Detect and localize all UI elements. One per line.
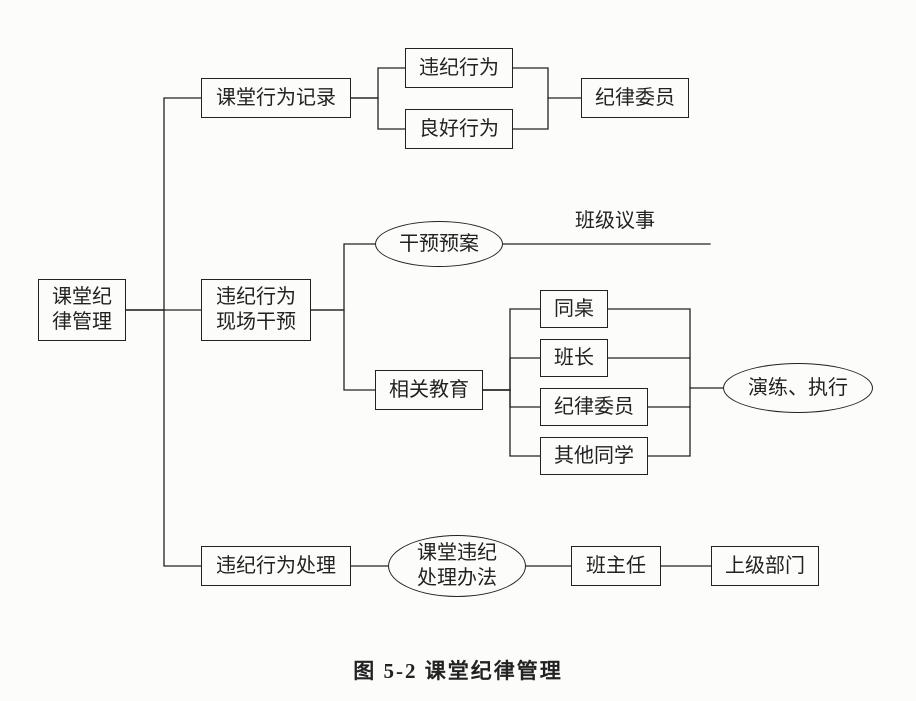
node-b2b3: 纪律委员 — [540, 388, 648, 426]
edge — [483, 358, 540, 390]
edge — [513, 68, 581, 98]
node-b3c: 上级部门 — [711, 546, 819, 586]
node-b1a: 违纪行为 — [405, 48, 513, 88]
node-b2b4: 其他同学 — [540, 437, 648, 475]
edge — [311, 244, 375, 310]
node-b3a: 课堂违纪 处理办法 — [388, 535, 526, 597]
node-b2b2: 班长 — [540, 339, 608, 377]
edge — [608, 309, 723, 388]
edge — [483, 309, 540, 390]
node-b1b: 良好行为 — [405, 109, 513, 149]
edge — [648, 388, 690, 456]
node-b3: 违纪行为处理 — [201, 546, 351, 586]
edge — [483, 390, 540, 407]
edge — [126, 98, 201, 310]
node-b1c: 纪律委员 — [581, 78, 689, 118]
node-b1: 课堂行为记录 — [201, 78, 351, 118]
node-b2b1: 同桌 — [540, 290, 608, 328]
figure-caption: 图 5-2 课堂纪律管理 — [0, 655, 916, 685]
node-b2c: 演练、执行 — [723, 363, 873, 413]
node-root: 课堂纪 律管理 — [38, 279, 126, 341]
edge — [351, 68, 405, 98]
edge — [126, 310, 201, 566]
edge — [513, 98, 548, 129]
edge — [483, 390, 540, 456]
diagram-canvas: 图 5-2 课堂纪律管理 课堂纪 律管理课堂行为记录违纪行为良好行为纪律委员违纪… — [0, 0, 916, 701]
edge — [311, 310, 375, 390]
node-b3b: 班主任 — [571, 546, 661, 586]
node-b2a: 干预预案 — [375, 221, 503, 267]
node-b2b: 相关教育 — [375, 370, 483, 410]
node-b2: 违纪行为 现场干预 — [201, 279, 311, 341]
node-b2a_txt: 班级议事 — [555, 206, 675, 236]
edge — [351, 98, 405, 129]
